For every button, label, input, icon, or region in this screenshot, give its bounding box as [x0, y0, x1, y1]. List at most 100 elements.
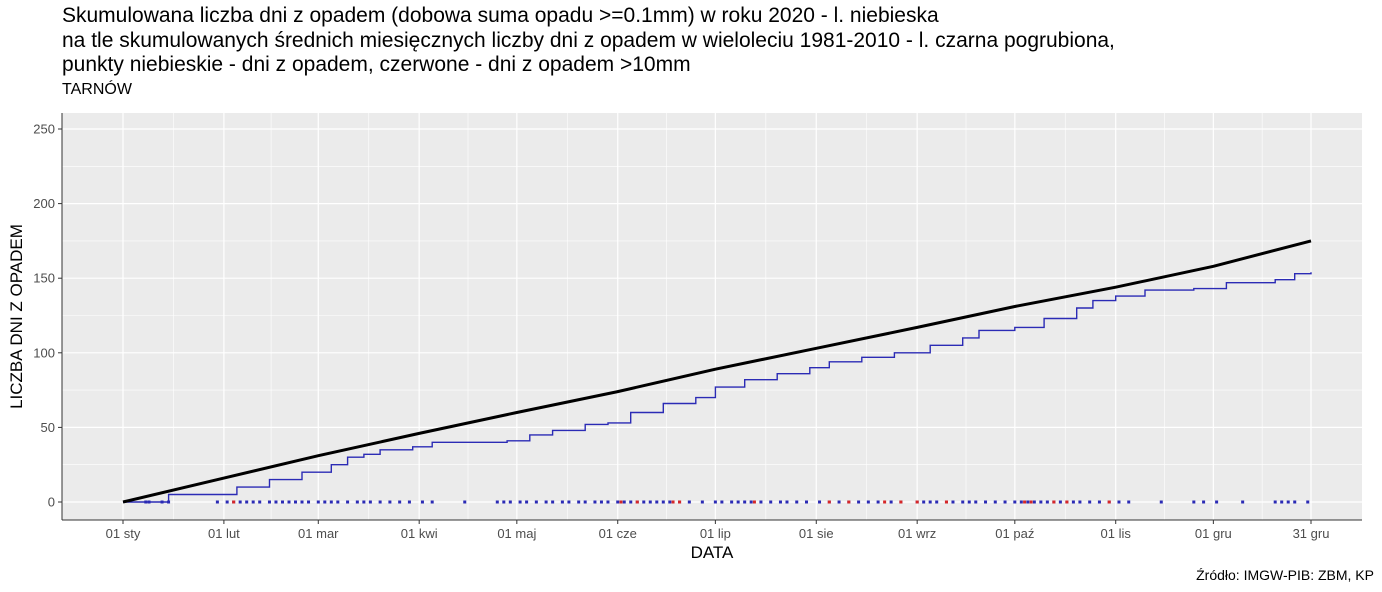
wet-day-point	[961, 500, 965, 504]
wet-day-point	[1019, 500, 1023, 504]
wet-day-point	[420, 500, 424, 504]
wet-day-point	[857, 500, 861, 504]
heavy-day-point	[635, 500, 639, 504]
x-tick-label: 01 lut	[208, 526, 240, 541]
wet-day-point	[730, 500, 734, 504]
x-tick-label: 01 wrz	[898, 526, 936, 541]
wet-day-point	[648, 500, 652, 504]
wet-day-point	[551, 500, 555, 504]
wet-day-point	[1078, 500, 1082, 504]
wet-day-point	[508, 500, 512, 504]
y-tick-label: 100	[33, 345, 55, 360]
wet-day-point	[642, 500, 646, 504]
wet-day-point	[661, 500, 665, 504]
wet-day-point	[616, 500, 620, 504]
wet-day-point	[225, 500, 229, 504]
wet-day-point	[583, 500, 587, 504]
x-axis: 01 sty 01 lut 01 mar 01 kwi 01 maj 01 cze 01 l…	[62, 519, 1362, 541]
wet-day-point	[544, 500, 548, 504]
wet-day-point	[336, 500, 340, 504]
wet-day-point	[974, 500, 978, 504]
wet-day-point	[984, 500, 988, 504]
wet-day-point	[593, 500, 597, 504]
wet-day-point	[935, 500, 939, 504]
wet-day-point	[1088, 500, 1092, 504]
wet-day-point	[398, 500, 402, 504]
wet-day-point	[534, 500, 538, 504]
heavy-day-point	[232, 500, 236, 504]
heavy-day-point	[678, 500, 682, 504]
y-tick-label: 200	[33, 196, 55, 211]
wet-day-point	[889, 500, 893, 504]
wet-day-point	[736, 500, 740, 504]
chart-title-line-2: na tle skumulowanych średnich miesięczny…	[62, 28, 1115, 52]
wet-day-point	[622, 500, 626, 504]
wet-day-point	[1071, 500, 1075, 504]
y-tick-label: 50	[41, 420, 55, 435]
x-tick-label: 01 paź	[995, 526, 1034, 541]
x-tick-label: 01 lip	[700, 526, 731, 541]
wet-day-point	[795, 500, 799, 504]
y-axis-title: LICZBA DNI Z OPADEM	[7, 224, 26, 409]
heavy-day-point	[827, 500, 831, 504]
wet-day-point	[287, 500, 291, 504]
y-tick-label: 0	[48, 495, 55, 510]
wet-day-point	[388, 500, 392, 504]
wet-day-point	[525, 500, 529, 504]
wet-day-point	[1127, 500, 1131, 504]
wet-day-point	[274, 500, 278, 504]
wet-day-point	[749, 500, 753, 504]
wet-day-point	[928, 500, 932, 504]
wet-day-point	[759, 500, 763, 504]
wet-day-point	[993, 500, 997, 504]
wet-day-point	[629, 500, 633, 504]
wet-day-point	[355, 500, 359, 504]
chart-title-line-3: punkty niebieskie - dni z opadem, czerwo…	[62, 53, 691, 76]
wet-day-point	[1280, 500, 1284, 504]
wet-day-point	[463, 500, 467, 504]
wet-day-point	[668, 500, 672, 504]
heavy-day-point	[1052, 500, 1056, 504]
title-block: Skumulowana liczba dni z opadem (dobowa …	[62, 4, 1115, 100]
wet-day-point	[837, 500, 841, 504]
wet-day-point	[655, 500, 659, 504]
heavy-day-point	[883, 500, 887, 504]
wet-day-point	[1273, 500, 1277, 504]
wet-day-point	[1286, 500, 1290, 504]
wet-day-point	[1045, 500, 1049, 504]
wet-day-point	[805, 500, 809, 504]
wet-day-point	[300, 500, 304, 504]
wet-day-point	[294, 500, 298, 504]
x-tick-label: 01 sty	[106, 526, 141, 541]
x-tick-label: 01 cze	[599, 526, 637, 541]
wet-day-point	[818, 500, 822, 504]
wet-day-point	[267, 500, 271, 504]
wet-day-point	[316, 500, 320, 504]
wet-day-point	[866, 500, 870, 504]
wet-day-point	[1039, 500, 1043, 504]
wet-day-point	[713, 500, 717, 504]
wet-day-point	[1306, 500, 1310, 504]
wet-day-point	[329, 500, 333, 504]
heavy-day-point	[944, 500, 948, 504]
wet-day-point	[1202, 500, 1206, 504]
wet-day-point	[346, 500, 350, 504]
wet-day-point	[560, 500, 564, 504]
wet-day-point	[430, 500, 434, 504]
chart-title-line-1: Skumulowana liczba dni z opadem (dobowa …	[62, 4, 939, 27]
wet-day-point	[362, 500, 366, 504]
wet-day-point	[922, 500, 926, 504]
chart-subtitle: TARNÓW	[62, 80, 132, 98]
wet-day-point	[687, 500, 691, 504]
wet-day-point	[323, 500, 327, 504]
wet-day-point	[876, 500, 880, 504]
grid-lines	[62, 113, 1362, 520]
heavy-day-point	[1029, 500, 1033, 504]
wet-day-point	[1241, 500, 1245, 504]
wet-day-point	[518, 500, 522, 504]
heavy-day-point	[847, 500, 851, 504]
heavy-day-point	[752, 500, 756, 504]
x-axis-title: DATA	[691, 543, 734, 562]
y-tick-label: 150	[33, 271, 55, 286]
wet-day-point	[1293, 500, 1297, 504]
